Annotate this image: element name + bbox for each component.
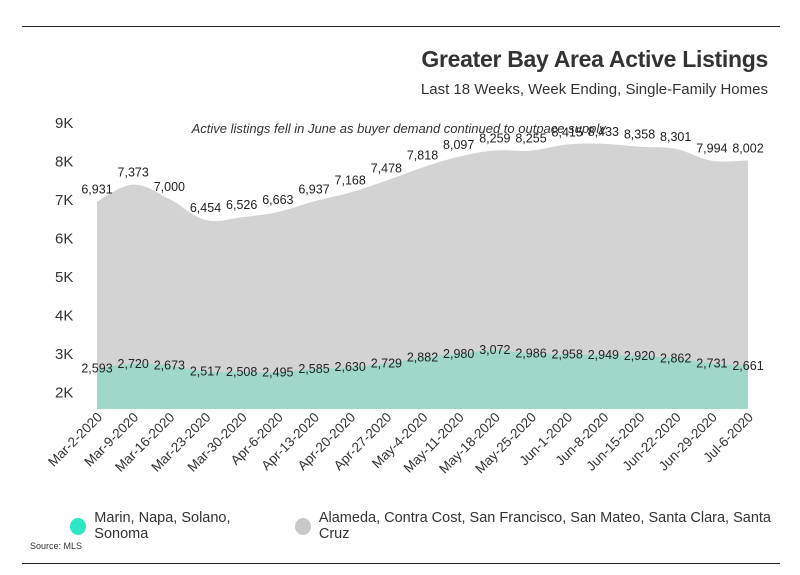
y-tick-label: 4K	[55, 308, 73, 325]
data-label-north-bay: 2,585	[298, 362, 329, 376]
data-label-south-bay: 6,937	[298, 182, 329, 196]
legend: Marin, Napa, Solano, Sonoma Alameda, Con…	[70, 510, 800, 542]
data-label-south-bay: 7,994	[696, 142, 727, 156]
data-label-south-bay: 7,000	[154, 180, 185, 194]
data-label-south-bay: 7,478	[371, 162, 402, 176]
data-label-north-bay: 2,720	[118, 357, 149, 371]
data-label-north-bay: 2,980	[443, 347, 474, 361]
legend-swatch-south-bay	[294, 517, 311, 535]
chart-subtitle: Last 18 Weeks, Week Ending, Single-Famil…	[420, 81, 768, 98]
y-tick-label: 2K	[55, 385, 73, 402]
data-label-north-bay: 3,072	[479, 343, 510, 357]
data-label-north-bay: 2,862	[660, 351, 691, 365]
y-tick-label: 9K	[55, 115, 73, 132]
y-tick-label: 3K	[55, 346, 73, 363]
data-label-north-bay: 2,949	[588, 348, 619, 362]
series-area-north-bay	[97, 350, 748, 409]
data-label-south-bay: 8,097	[443, 138, 474, 152]
data-label-north-bay: 2,630	[335, 360, 366, 374]
data-label-south-bay: 8,259	[479, 132, 510, 146]
data-label-south-bay: 7,818	[407, 149, 438, 163]
data-label-south-bay: 7,373	[118, 166, 149, 180]
chart-title: Greater Bay Area Active Listings	[421, 46, 768, 72]
source-note: Source: MLS	[30, 541, 83, 551]
data-label-south-bay: 8,255	[515, 132, 546, 146]
y-tick-label: 6K	[55, 231, 73, 248]
data-label-north-bay: 2,495	[262, 365, 293, 379]
data-label-north-bay: 2,731	[696, 356, 727, 370]
y-tick-label: 5K	[55, 269, 73, 286]
data-label-north-bay: 2,920	[624, 349, 655, 363]
legend-item-north-bay: Marin, Napa, Solano, Sonoma	[70, 510, 281, 542]
series-area-south-bay	[97, 143, 748, 409]
data-label-south-bay: 6,454	[190, 201, 221, 215]
data-label-north-bay: 2,958	[552, 348, 583, 362]
legend-label-north-bay: Marin, Napa, Solano, Sonoma	[94, 510, 231, 542]
data-label-south-bay: 8,415	[552, 126, 583, 140]
data-label-south-bay: 6,663	[262, 193, 293, 207]
data-label-south-bay: 6,526	[226, 198, 257, 212]
data-label-north-bay: 2,986	[515, 347, 546, 361]
data-label-south-bay: 8,358	[624, 128, 655, 142]
legend-item-south-bay: Alameda, Contra Cost, San Francisco, San…	[294, 510, 786, 542]
data-label-north-bay: 2,661	[732, 359, 763, 373]
y-tick-label: 8K	[55, 154, 73, 171]
data-label-south-bay: 8,301	[660, 130, 691, 144]
data-label-south-bay: 8,433	[588, 125, 619, 139]
data-label-south-bay: 7,168	[335, 174, 366, 188]
data-label-north-bay: 2,729	[371, 356, 402, 370]
chart-annotation: Active listings fell in June as buyer de…	[191, 121, 609, 136]
data-label-north-bay: 2,508	[226, 365, 257, 379]
y-tick-label: 7K	[55, 192, 73, 209]
data-label-north-bay: 2,882	[407, 351, 438, 365]
top-rule	[22, 26, 780, 27]
legend-swatch-north-bay	[70, 517, 87, 535]
legend-label-south-bay: Alameda, Contra Cost, San Francisco, San…	[318, 510, 771, 542]
bottom-rule	[22, 563, 780, 564]
data-label-north-bay: 2,593	[81, 362, 112, 376]
data-label-north-bay: 2,517	[190, 365, 221, 379]
data-label-south-bay: 8,002	[732, 141, 763, 155]
data-label-north-bay: 2,673	[154, 359, 185, 373]
data-label-south-bay: 6,931	[81, 183, 112, 197]
